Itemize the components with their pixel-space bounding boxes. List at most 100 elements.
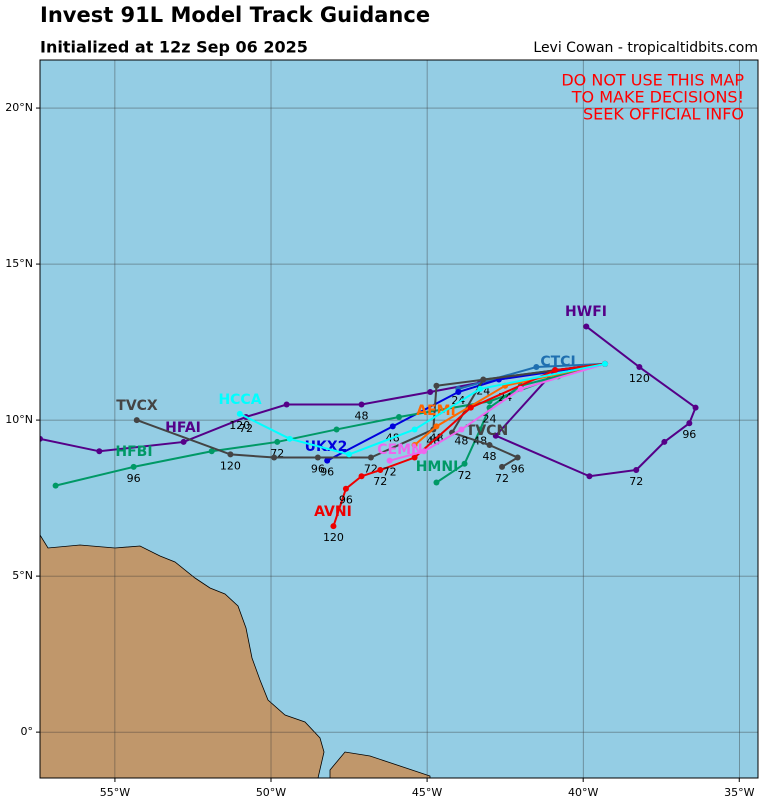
track-point (517, 385, 524, 392)
track-point (552, 367, 559, 374)
y-tick-label: 20°N (5, 101, 33, 114)
track-point (236, 410, 243, 417)
track-point (433, 479, 440, 486)
track-point (367, 454, 374, 461)
model-name: CEMN (377, 442, 423, 458)
warning-text: SEEK OFFICIAL INFO (583, 105, 744, 124)
track-point (130, 463, 137, 470)
track-point (40, 435, 43, 442)
track-point (358, 473, 365, 480)
x-tick-label: 55°W (100, 786, 130, 799)
model-name: HWFI (565, 304, 607, 320)
hour-label: 120 (220, 459, 241, 472)
hour-label: 48 (355, 409, 369, 422)
y-tick-label: 5°N (12, 569, 33, 582)
track-point (396, 413, 402, 420)
track-point (636, 364, 643, 371)
track-point (427, 389, 434, 396)
model-name: TVCX (116, 398, 158, 414)
track-point (96, 448, 103, 455)
track-point (467, 404, 474, 411)
track-point (480, 376, 487, 383)
track-point (133, 417, 140, 424)
track-point (314, 454, 321, 461)
model-name: TVCN (466, 423, 508, 439)
track-point (346, 451, 353, 458)
x-tick-label: 35°W (724, 786, 754, 799)
hour-label: 24 (483, 413, 497, 426)
warning-text: DO NOT USE THIS MAP (561, 71, 744, 90)
track-line (450, 362, 606, 468)
hour-label: 120 (629, 372, 650, 385)
track-point (583, 323, 590, 330)
hour-label: 96 (127, 472, 141, 485)
track-line (435, 362, 606, 484)
model-name: HFAI (165, 420, 201, 436)
x-tick-label: 40°W (568, 786, 598, 799)
plot-layer: 7296120HWFI4872HFAI24CTCI4896UKX2244872H… (40, 60, 758, 778)
track-point (586, 473, 593, 480)
track-point (411, 454, 418, 461)
track-point (208, 448, 215, 455)
track-line (494, 325, 697, 478)
hour-label: 72 (383, 466, 397, 479)
track-point (411, 442, 418, 449)
track-point (411, 426, 418, 433)
track-point (692, 404, 699, 411)
model-name: HMNI (416, 459, 459, 475)
track-point (274, 438, 281, 445)
title: Invest 91L Model Track Guidance (40, 3, 430, 27)
hour-label: 120 (323, 531, 344, 544)
hour-label: 48 (483, 450, 497, 463)
model-name: HFBI (115, 444, 152, 460)
track-point (52, 482, 59, 489)
track-point (389, 423, 396, 430)
y-tick-label: 10°N (5, 413, 33, 426)
track-point (271, 454, 278, 461)
y-tick-label: 0° (21, 725, 34, 738)
hour-label: 48 (454, 434, 468, 447)
track-point (486, 442, 493, 449)
track-point (661, 438, 668, 445)
track-point (286, 435, 293, 442)
hour-label: 120 (229, 419, 250, 432)
track-point (330, 523, 337, 530)
hour-label: 96 (339, 494, 353, 507)
track-point (180, 438, 187, 445)
track-point (433, 382, 440, 389)
track-point (455, 389, 462, 396)
track-point (477, 385, 484, 392)
hour-label: 96 (511, 463, 525, 476)
hour-label: 72 (458, 469, 472, 482)
track-line (239, 362, 606, 456)
hour-label: 96 (311, 463, 325, 476)
y-tick-label: 15°N (5, 257, 33, 270)
track-point (324, 457, 331, 464)
track-point (386, 457, 393, 464)
track-line (136, 362, 606, 459)
hour-label: 72 (239, 422, 253, 435)
hour-label: 72 (629, 475, 643, 488)
model-name: CTCI (540, 354, 575, 370)
track-point (342, 485, 349, 492)
x-tick-label: 50°W (256, 786, 286, 799)
track-point (499, 463, 506, 470)
track-point (333, 426, 340, 433)
track-point (514, 454, 521, 461)
track-point (358, 401, 365, 408)
track-point (283, 401, 290, 408)
track-point (227, 451, 234, 458)
frame (39, 59, 759, 779)
track-point (533, 364, 540, 371)
track-point (433, 423, 440, 430)
hour-label: 72 (373, 475, 387, 488)
track-point (461, 460, 468, 467)
track-point (686, 420, 693, 427)
warning-text: TO MAKE DECISIONS! (571, 88, 744, 107)
model-name: AEMI (416, 403, 456, 419)
track-point (377, 467, 384, 474)
land (40, 534, 431, 778)
model-name: HCCA (218, 392, 261, 408)
